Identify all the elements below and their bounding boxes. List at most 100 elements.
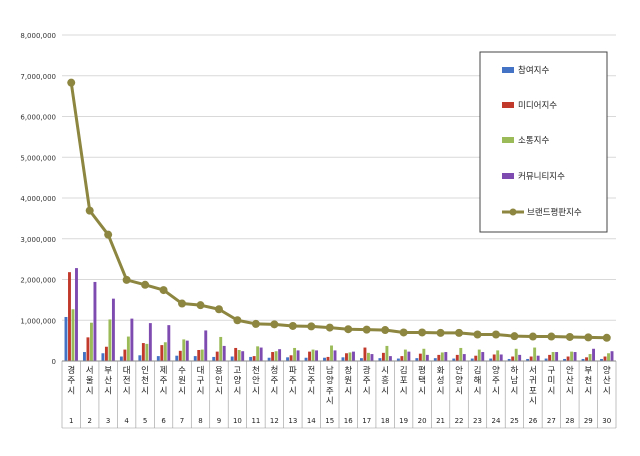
line-point <box>491 330 500 339</box>
bar-커뮤니티지수 <box>499 354 503 361</box>
bar-소통지수 <box>348 352 352 361</box>
y-tick-label: 5,000,000 <box>20 154 56 162</box>
bar-커뮤니티지수 <box>518 354 522 361</box>
line-point <box>288 321 297 330</box>
bar-커뮤니티지수 <box>111 298 115 361</box>
bar-미디어지수 <box>529 356 533 361</box>
bar-커뮤니티지수 <box>296 350 300 361</box>
line-point <box>602 333 611 342</box>
x-rank-label: 8 <box>198 417 202 425</box>
bar-소통지수 <box>200 349 204 361</box>
bar-미디어지수 <box>363 347 367 361</box>
legend-label: 커뮤니티지수 <box>518 171 565 182</box>
bar-참여지수 <box>212 356 216 361</box>
bar-참여지수 <box>230 356 234 361</box>
y-tick-label: 2,000,000 <box>20 277 56 285</box>
bar-참여지수 <box>119 356 123 361</box>
x-rank-label: 27 <box>547 417 556 425</box>
legend-box <box>479 51 608 233</box>
bar-소통지수 <box>219 336 223 361</box>
line-point <box>196 301 205 310</box>
bar-커뮤니티지수 <box>444 352 448 361</box>
bar-커뮤니티지수 <box>204 330 208 361</box>
x-rank-label: 2 <box>87 417 91 425</box>
bar-커뮤니티지수 <box>333 350 337 361</box>
line-point <box>104 230 113 239</box>
bar-참여지수 <box>360 358 363 361</box>
bar-소통지수 <box>293 347 297 361</box>
bar-소통지수 <box>551 352 555 361</box>
bar-참여지수 <box>101 353 105 361</box>
line-series <box>67 78 611 342</box>
bar-참여지수 <box>507 358 511 361</box>
x-rank-label: 7 <box>180 417 184 425</box>
line-point <box>85 206 94 215</box>
bar-참여지수 <box>249 356 253 361</box>
legend-swatch <box>502 173 514 179</box>
legend-swatch <box>502 67 514 73</box>
legend-label: 브랜드평판지수 <box>527 207 582 218</box>
bar-소통지수 <box>588 354 592 361</box>
bar-커뮤니티지수 <box>222 345 226 361</box>
bar-미디어지수 <box>455 354 459 361</box>
line-point <box>528 332 537 341</box>
line-point <box>251 319 260 328</box>
bar-소통지수 <box>182 339 186 361</box>
bar-커뮤니티지수 <box>259 347 263 361</box>
bar-커뮤니티지수 <box>462 354 466 361</box>
bar-미디어지수 <box>123 349 127 361</box>
bar-미디어지수 <box>474 355 478 361</box>
bar-참여지수 <box>544 358 548 361</box>
bar-미디어지수 <box>178 350 182 361</box>
line-point <box>141 280 150 289</box>
bar-참여지수 <box>489 358 493 361</box>
line-point <box>399 328 408 337</box>
x-rank-label: 25 <box>510 417 519 425</box>
bar-소통지수 <box>367 352 370 361</box>
bar-참여지수 <box>175 355 179 361</box>
legend-label: 소통지수 <box>518 136 549 146</box>
x-rank-label: 26 <box>528 417 537 425</box>
line-point <box>344 325 353 334</box>
legend-label: 참여지수 <box>518 65 549 76</box>
bar-미디어지수 <box>160 345 164 361</box>
x-rank-label: 1 <box>69 417 73 425</box>
x-rank-label: 13 <box>288 417 297 425</box>
bar-커뮤니티지수 <box>185 340 189 361</box>
x-rank-label: 17 <box>362 417 371 425</box>
bar-소통지수 <box>311 349 315 361</box>
bar-미디어지수 <box>492 354 496 361</box>
bar-소통지수 <box>274 351 278 361</box>
x-rank-label: 14 <box>307 417 316 425</box>
bar-참여지수 <box>581 358 585 361</box>
line-point <box>178 299 187 308</box>
y-tick-label: 8,000,000 <box>20 32 56 40</box>
x-axis: 경 주 시 1 서 울 시 2 부 산 시 3 대 전 시 4 인 천 시 5 제 주 시 6 수 원 시 7 대 구 시 8 용 인 시 9 고 양 시 1… <box>61 360 617 429</box>
line-point <box>159 286 168 295</box>
x-rank-label: 24 <box>492 417 501 425</box>
bar-미디어지수 <box>86 337 90 361</box>
bar-미디어지수 <box>326 356 330 361</box>
x-rank-label: 29 <box>584 417 593 425</box>
line-point <box>418 328 427 337</box>
bar-커뮤니티지수 <box>352 351 355 361</box>
line-point <box>67 78 76 87</box>
bar-소통지수 <box>237 349 241 361</box>
bar-참여지수 <box>83 352 86 361</box>
